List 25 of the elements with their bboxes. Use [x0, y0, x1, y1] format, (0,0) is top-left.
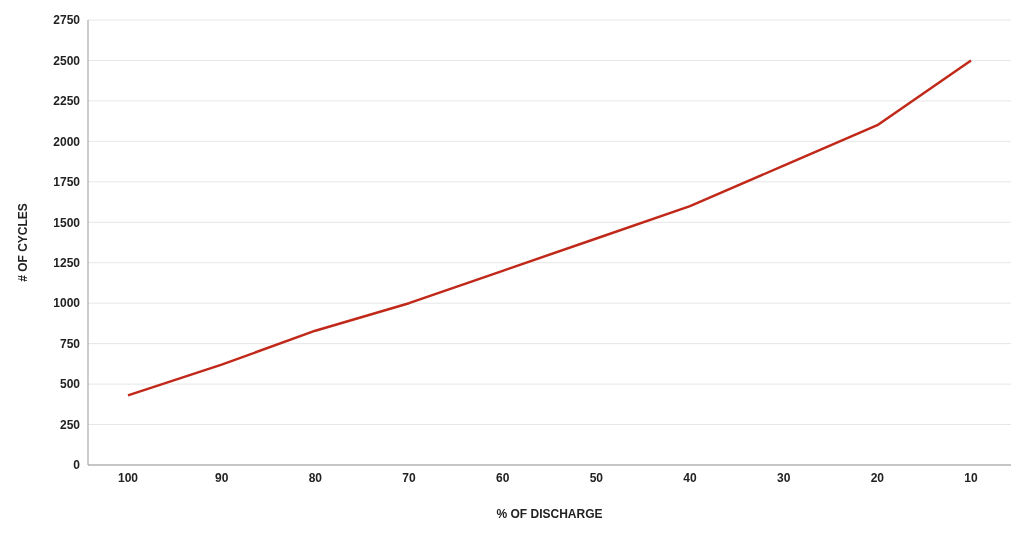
x-tick-label: 70 [402, 470, 416, 485]
y-tick-label: 2750 [53, 13, 81, 28]
y-tick-label: 2000 [53, 134, 81, 149]
x-tick-label: 80 [308, 470, 323, 485]
x-tick-label: 30 [776, 470, 791, 485]
y-tick-label: 2500 [53, 53, 81, 68]
y-tick-label: 1000 [53, 296, 81, 311]
x-tick-label: 20 [870, 470, 885, 485]
y-tick-label: 750 [59, 336, 81, 351]
y-tick-label: 250 [59, 417, 81, 432]
x-axis-title: % OF DISCHARGE [496, 506, 603, 521]
line-series [126, 59, 973, 397]
y-tick-label: 0 [73, 458, 81, 473]
x-tick-label: 90 [214, 470, 229, 485]
x-tick-label: 100 [117, 470, 139, 485]
x-tick-label: 50 [589, 470, 604, 485]
x-tick-label: 60 [495, 470, 510, 485]
x-tick-label: 40 [683, 470, 697, 485]
y-tick-label: 1250 [53, 255, 81, 270]
y-tick-label: 500 [59, 377, 81, 392]
y-axis-title: # OF CYCLES [16, 203, 31, 282]
x-tick-label: 10 [964, 470, 978, 485]
y-tick-label: 2250 [53, 94, 81, 109]
y-tick-label: 1500 [53, 215, 81, 230]
y-tick-label: 1750 [53, 175, 81, 190]
